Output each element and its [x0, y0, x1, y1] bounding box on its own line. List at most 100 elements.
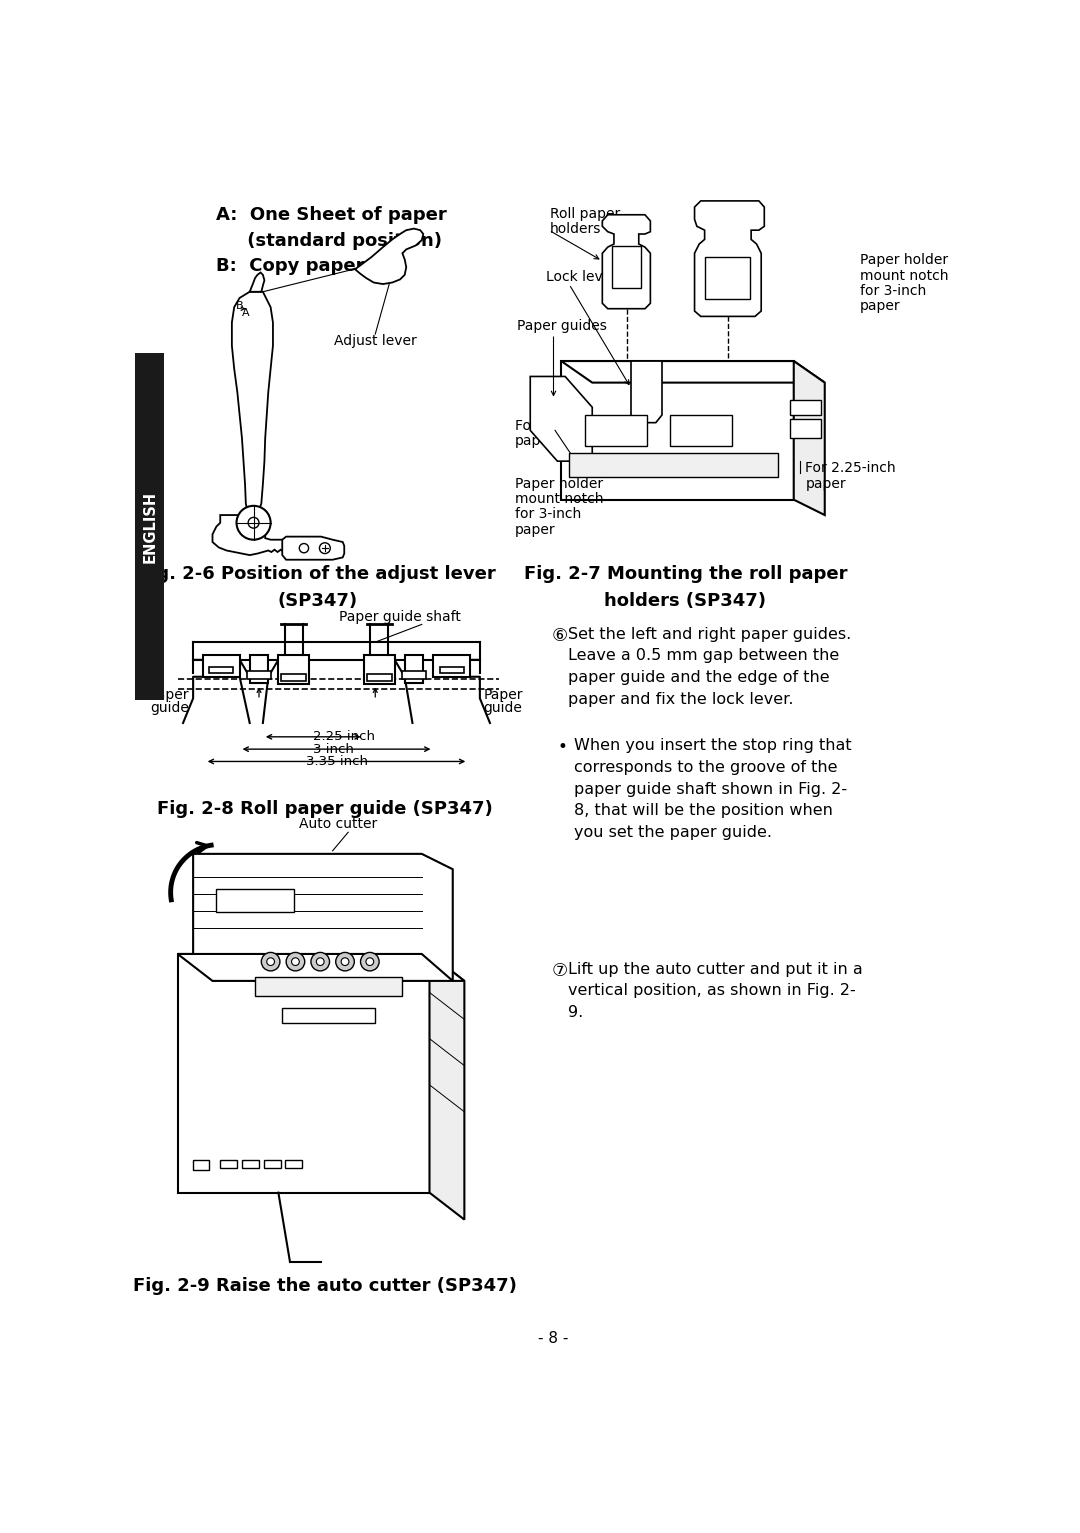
Text: Fig. 2-7 Mounting the roll paper: Fig. 2-7 Mounting the roll paper	[524, 566, 847, 583]
Text: mount notch: mount notch	[515, 492, 604, 506]
Text: ⑥: ⑥	[551, 627, 567, 645]
Text: Paper guides: Paper guides	[517, 319, 607, 333]
Bar	[216, 889, 294, 912]
Circle shape	[286, 952, 305, 970]
Text: guide: guide	[150, 701, 189, 714]
Bar	[279, 655, 309, 684]
Text: Paper: Paper	[484, 688, 523, 702]
Text: Auto cutter: Auto cutter	[299, 817, 377, 831]
Text: mount notch: mount notch	[860, 268, 948, 282]
Bar	[249, 655, 268, 682]
Circle shape	[366, 958, 374, 966]
Text: •: •	[557, 739, 567, 756]
Circle shape	[299, 544, 309, 553]
Circle shape	[361, 952, 379, 970]
Bar	[364, 655, 394, 684]
Circle shape	[292, 958, 299, 966]
Text: For 2.25-inch: For 2.25-inch	[515, 419, 606, 432]
Polygon shape	[177, 954, 464, 981]
Text: for 3-inch: for 3-inch	[515, 507, 581, 521]
Polygon shape	[631, 362, 662, 423]
Polygon shape	[354, 228, 423, 284]
Text: (SP347): (SP347)	[278, 592, 357, 610]
Polygon shape	[193, 854, 453, 981]
Bar	[433, 655, 470, 676]
Bar	[569, 454, 779, 477]
Circle shape	[311, 952, 329, 970]
Polygon shape	[603, 215, 650, 308]
Text: B:  Copy paper: B: Copy paper	[216, 258, 365, 274]
Bar	[562, 362, 794, 500]
Text: paper: paper	[515, 434, 555, 448]
Text: Paper guide shaft: Paper guide shaft	[339, 610, 460, 624]
Bar	[193, 1160, 208, 1170]
Polygon shape	[794, 362, 825, 515]
Text: (standard position): (standard position)	[216, 231, 443, 250]
Bar	[135, 354, 164, 701]
Bar	[367, 675, 392, 681]
Text: holders (SP347): holders (SP347)	[604, 592, 766, 610]
Circle shape	[316, 958, 324, 966]
Polygon shape	[249, 273, 265, 291]
Circle shape	[237, 506, 271, 540]
Bar	[203, 655, 240, 676]
Polygon shape	[430, 954, 464, 1220]
Text: Lock lever: Lock lever	[545, 270, 617, 284]
Text: Fig. 2-8 Roll paper guide (SP347): Fig. 2-8 Roll paper guide (SP347)	[157, 800, 492, 819]
Text: guide: guide	[484, 701, 523, 714]
Text: for 3-inch: for 3-inch	[860, 284, 926, 297]
Text: 2.25 inch: 2.25 inch	[313, 730, 375, 744]
Text: For 2.25-inch: For 2.25-inch	[806, 461, 896, 475]
Text: - 8 -: - 8 -	[538, 1332, 569, 1346]
Text: Paper holder: Paper holder	[515, 477, 603, 491]
Bar	[282, 1007, 375, 1023]
Bar	[611, 245, 642, 288]
Bar	[246, 671, 271, 679]
Text: Lift up the auto cutter and put it in a
vertical position, as shown in Fig. 2-
9: Lift up the auto cutter and put it in a …	[568, 961, 863, 1019]
Text: 3 inch: 3 inch	[313, 742, 354, 756]
Text: paper: paper	[806, 477, 846, 491]
Bar	[440, 667, 463, 673]
Text: Set the left and right paper guides.
Leave a 0.5 mm gap between the
paper guide : Set the left and right paper guides. Lea…	[568, 627, 851, 707]
Circle shape	[261, 952, 280, 970]
Text: paper: paper	[515, 523, 555, 537]
Bar	[584, 415, 647, 446]
Text: Roll paper: Roll paper	[550, 207, 620, 221]
Bar	[704, 258, 750, 299]
Circle shape	[341, 958, 349, 966]
Polygon shape	[694, 201, 765, 316]
Circle shape	[248, 517, 259, 529]
Bar	[405, 655, 423, 682]
Bar	[789, 400, 821, 415]
Bar	[282, 675, 307, 681]
Text: Paper holder: Paper holder	[860, 253, 948, 267]
Text: A:  One Sheet of paper: A: One Sheet of paper	[216, 205, 447, 224]
Circle shape	[336, 952, 354, 970]
Bar	[789, 419, 821, 438]
Bar	[210, 667, 233, 673]
Bar	[242, 1160, 259, 1168]
Bar	[220, 1160, 238, 1168]
Bar	[402, 671, 427, 679]
Text: holders: holders	[550, 222, 600, 236]
Text: B: B	[235, 300, 243, 311]
Polygon shape	[530, 377, 592, 461]
Polygon shape	[232, 291, 273, 523]
Text: Fig. 2-6 Position of the adjust lever: Fig. 2-6 Position of the adjust lever	[138, 566, 496, 583]
Polygon shape	[213, 515, 309, 555]
Bar	[177, 954, 430, 1193]
Bar	[670, 415, 732, 446]
Text: ⑦: ⑦	[551, 961, 567, 980]
Text: Paper: Paper	[150, 688, 189, 702]
Polygon shape	[282, 537, 345, 560]
Text: Fig. 2-9 Raise the auto cutter (SP347): Fig. 2-9 Raise the auto cutter (SP347)	[133, 1277, 517, 1295]
Circle shape	[320, 543, 330, 553]
Text: When you insert the stop ring that
corresponds to the groove of the
paper guide : When you insert the stop ring that corre…	[575, 739, 852, 840]
Circle shape	[267, 958, 274, 966]
Text: A: A	[242, 308, 249, 319]
Text: 3.35 inch: 3.35 inch	[306, 754, 367, 768]
Polygon shape	[562, 362, 825, 383]
Bar	[255, 977, 403, 996]
Bar	[285, 1160, 302, 1168]
Text: paper: paper	[860, 299, 901, 313]
